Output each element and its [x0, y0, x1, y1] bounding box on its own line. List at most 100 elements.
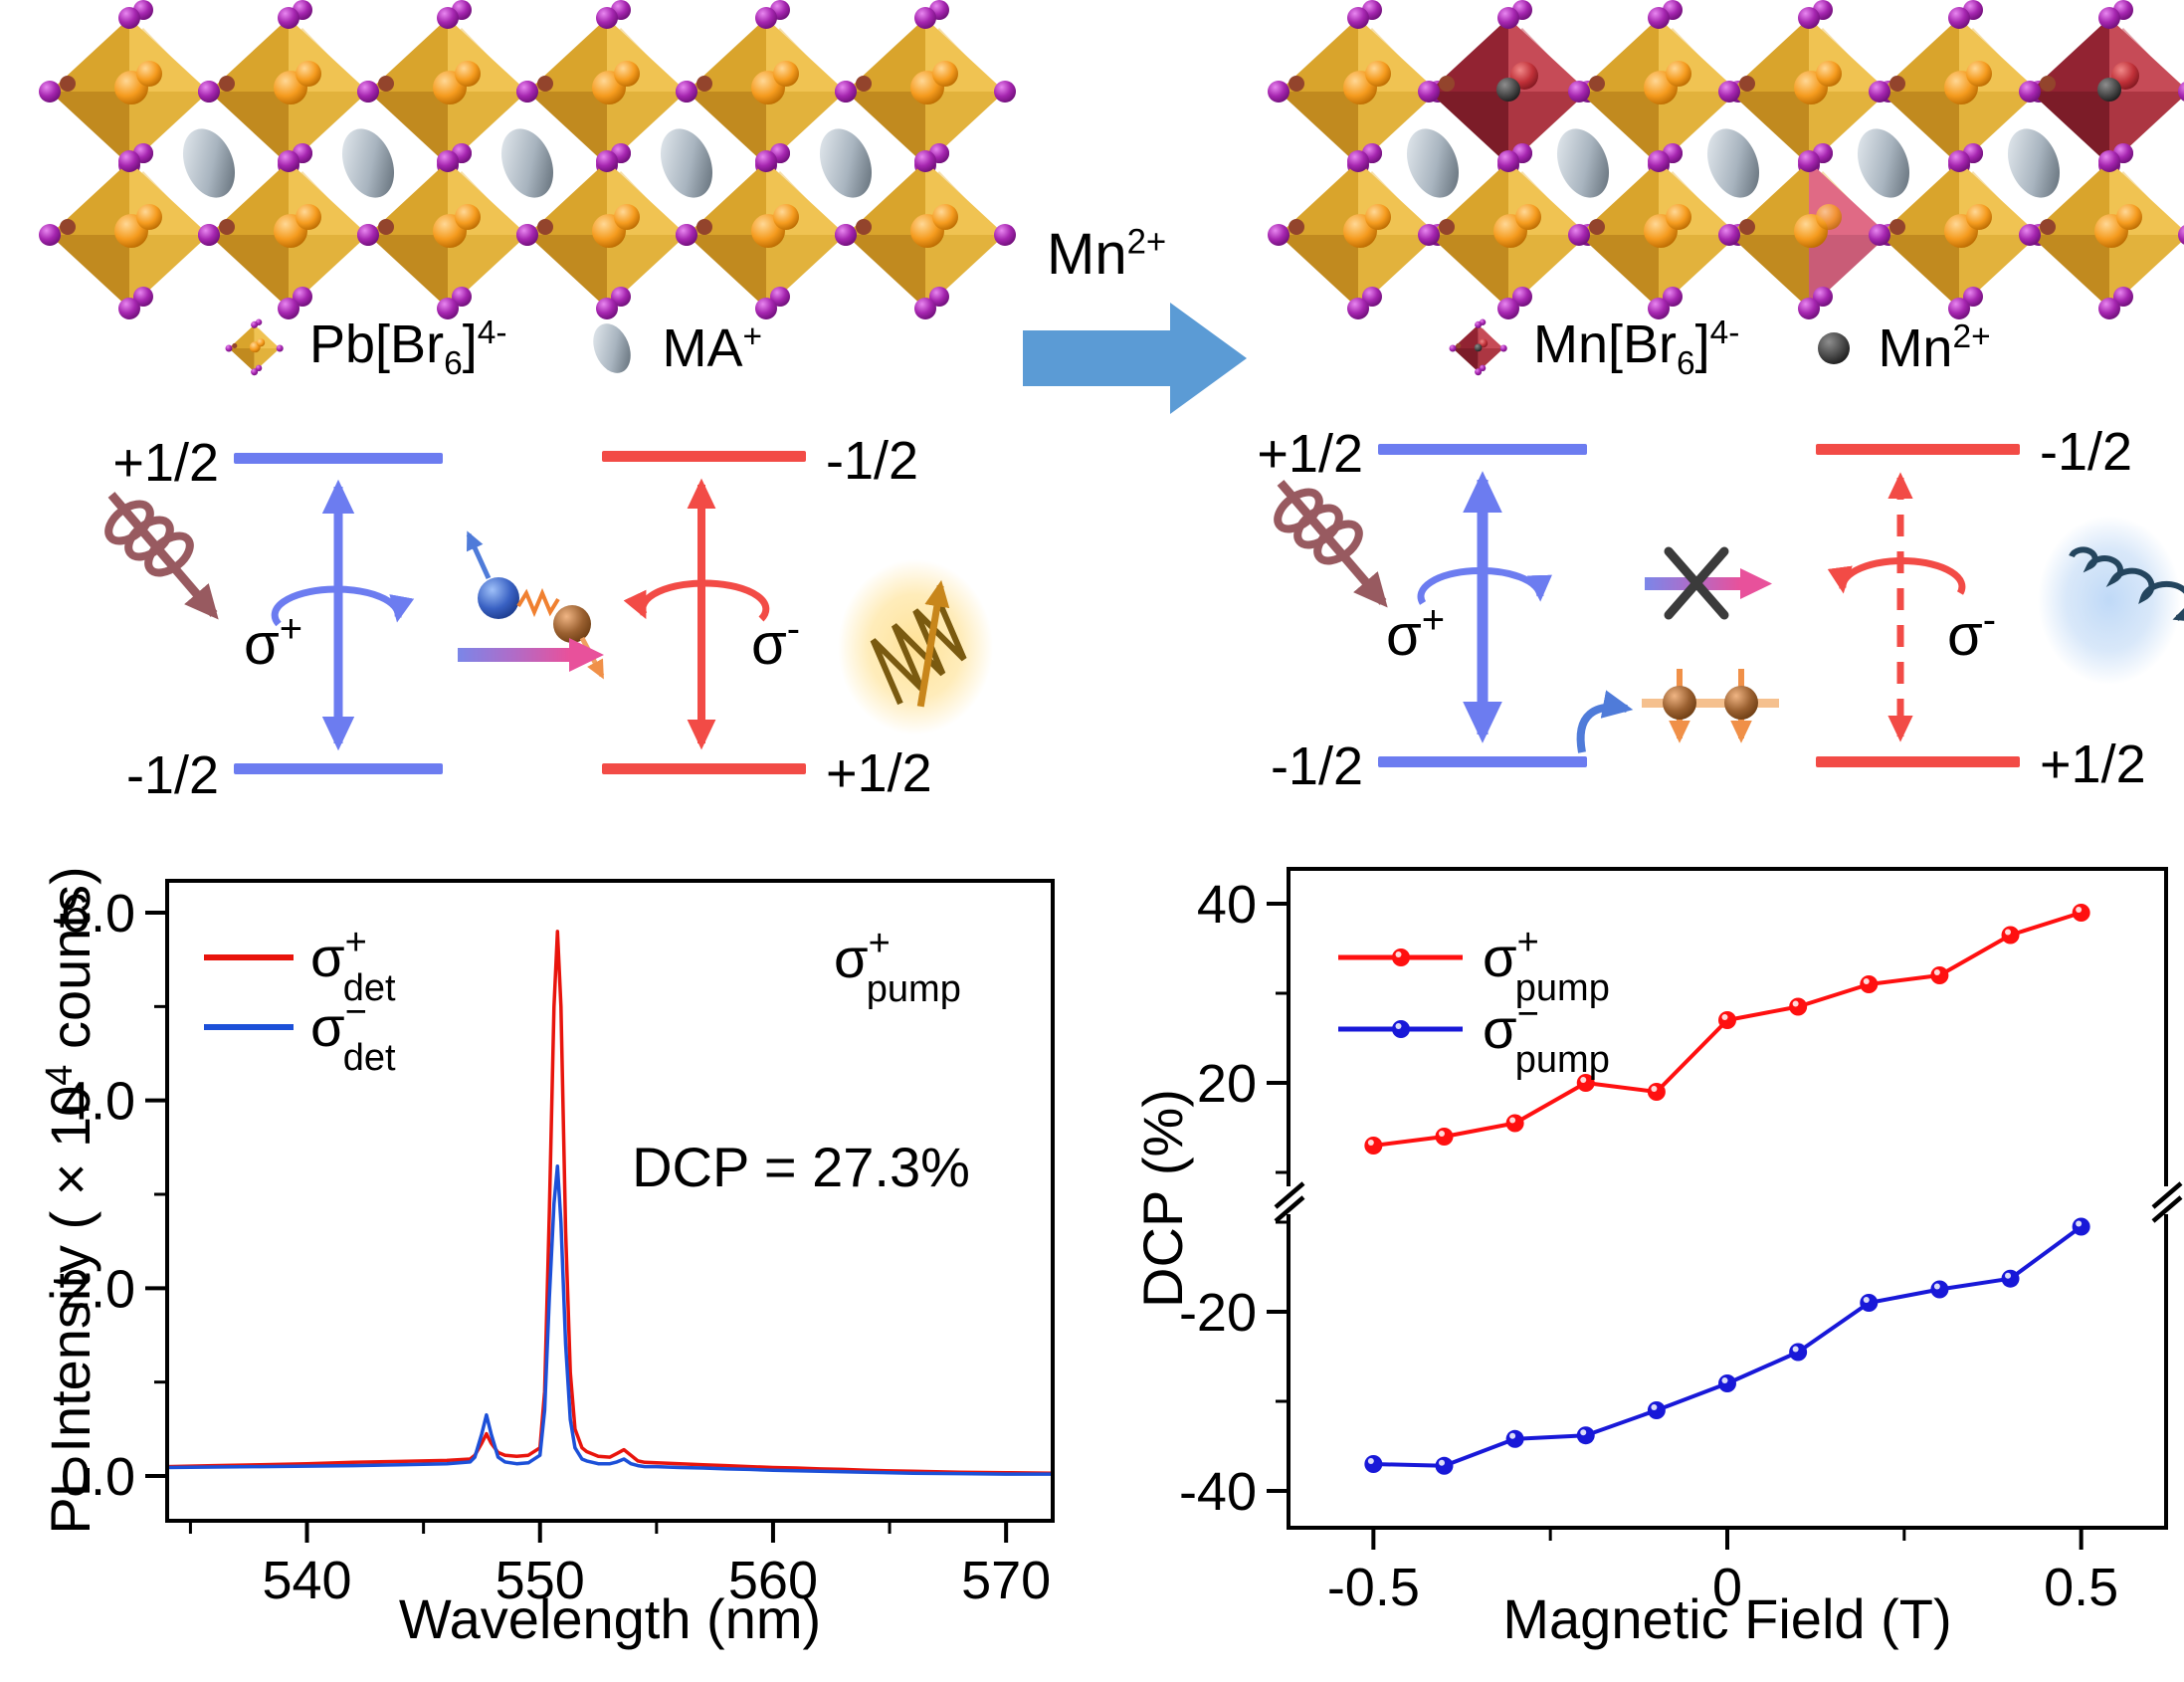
mn-doping-label: Mn2+ [1047, 222, 1167, 287]
svg-text:20: 20 [1197, 1054, 1257, 1114]
svg-text:550: 550 [496, 1551, 585, 1610]
legend-marker-highlight [1395, 1023, 1402, 1029]
legend-label-sigma-minus-det: σ− det [310, 991, 396, 1079]
ma-ellipsoid [810, 120, 882, 206]
pl-spectrum-chart: 540 550 560 570 0.0 2.0 4.0 6.0 PL Intensity ( … [39, 866, 1055, 1650]
dcp-y-axis-title: DCP (%) [1131, 1089, 1194, 1308]
circular-polarization-loop-icon [1417, 566, 1552, 605]
pl-plot-area: 540 550 560 570 0.0 2.0 4.0 6.0 [61, 879, 1055, 1610]
ma-ellipsoid [651, 120, 722, 206]
pl-y-axis-title: PL Intensity ( × 104 counts) [39, 866, 101, 1534]
legend-item-pbbr6: Pb[Br6]4- [224, 314, 506, 383]
dcp-x-axis-title: Magnetic Field (T) [1502, 1587, 1951, 1650]
hole-sphere [553, 605, 591, 643]
mn-spin-sphere [1663, 686, 1696, 720]
legend-item-mnbr6: Mn[Br6]4- [1448, 314, 1739, 383]
legend-marker-highlight [1395, 951, 1402, 957]
legend-undoped: Pb[Br6]4- MA+ [224, 314, 762, 383]
svg-text:570: 570 [961, 1551, 1051, 1610]
legend-doped: Mn[Br6]4- Mn2+ [1448, 314, 1991, 383]
svg-text:-20: -20 [1179, 1283, 1257, 1343]
sigma-minus-label: σ- [1947, 598, 1996, 668]
electron-hole-pair-icon [466, 530, 605, 680]
dcp-vs-field-chart: -0.5 0 0.5 20 40 -40 -20 DCP (%) Magnetic Fiel… [1131, 867, 2183, 1650]
svg-text:6.0: 6.0 [61, 884, 135, 944]
svg-text:560: 560 [728, 1551, 818, 1610]
svg-text:540: 540 [262, 1551, 351, 1610]
doping-arrow-icon [1023, 303, 1247, 414]
legend-label-mnbr6: Mn[Br6]4- [1533, 315, 1740, 382]
level-label: -1/2 [126, 745, 219, 805]
ma-ellipsoid [492, 120, 563, 206]
gray-ellipsoid-icon [586, 317, 639, 379]
perovskite-structure-mn-doped [1268, 0, 2184, 319]
level-label: -1/2 [2040, 422, 2132, 482]
level-bar [1816, 444, 2020, 455]
svg-text:-40: -40 [1179, 1462, 1257, 1522]
dcp-value-annotation: DCP = 27.3% [632, 1136, 970, 1198]
sigma-plus-label: σ+ [1386, 598, 1445, 668]
legend-marker-sigma-minus-pump [1392, 1020, 1410, 1038]
ma-ellipsoid [1547, 120, 1619, 206]
ma-ellipsoid [1397, 120, 1469, 206]
level-bar [1816, 756, 2020, 767]
level-bar [1378, 756, 1587, 767]
pump-polarization-annotation: σ+ pump [834, 923, 961, 1010]
pl-legend: σ+ det σ− det [204, 922, 396, 1079]
spin-flip-arrow-icon [458, 638, 604, 672]
circular-polarization-loop-icon [271, 585, 415, 627]
spin-diagram-doped: +1/2 -1/2 -1/2 +1/2 σ+ σ- [1257, 422, 2184, 796]
level-label: +1/2 [826, 743, 932, 803]
spin-diagram-undoped: +1/2 -1/2 -1/2 +1/2 σ+ σ- [104, 431, 993, 805]
sigma-minus-label: σ- [751, 607, 800, 677]
ma-ellipsoid [332, 120, 404, 206]
level-label: -1/2 [826, 431, 918, 491]
electron-sphere [478, 577, 519, 619]
svg-text:0: 0 [1712, 1558, 1742, 1617]
perovskite-structure-undoped [39, 0, 1016, 319]
level-bar [1378, 444, 1587, 455]
ma-ellipsoid [1998, 120, 2070, 206]
legend-item-mn2: Mn2+ [1812, 317, 1991, 379]
energy-transfer-curved-arrow [1576, 690, 1634, 753]
gold-octahedron-icon [225, 318, 284, 376]
level-label: +1/2 [1257, 424, 1363, 484]
ma-ellipsoid [1848, 120, 1919, 206]
dcp-legend: σ+ pump σ− pump [1338, 922, 1610, 1081]
level-label: -1/2 [1271, 736, 1363, 796]
level-bar [234, 453, 443, 464]
level-bar [602, 763, 806, 774]
ma-ellipsoid [1697, 120, 1769, 206]
legend-label-mn2: Mn2+ [1878, 318, 1991, 378]
black-sphere-icon [1818, 332, 1851, 364]
ma-ellipsoid [173, 120, 245, 206]
svg-text:2.0: 2.0 [61, 1259, 135, 1319]
svg-text:40: 40 [1197, 875, 1257, 935]
pl-x-axis-title: Wavelength (nm) [399, 1587, 821, 1650]
mn-spin-down-states-icon [1642, 669, 1779, 743]
cross-icon [1664, 546, 1729, 620]
bright-emission-icon [838, 559, 993, 735]
level-label: +1/2 [2040, 735, 2146, 794]
blocked-spin-flip-arrow-icon [1645, 546, 1772, 620]
level-bar [602, 451, 806, 462]
pump-photon-icon [104, 492, 219, 620]
quenched-emission-icon [2038, 516, 2184, 685]
mn-spin-sphere [1724, 686, 1758, 720]
level-label: +1/2 [112, 433, 219, 493]
circular-polarization-loop-icon [1827, 557, 1966, 595]
level-bar [234, 763, 443, 774]
legend-label-sigma-plus-det: σ+ det [310, 922, 396, 1009]
sigma-plus-label: σ+ [244, 607, 302, 677]
legend-label-sigma-plus-pump: σ+ pump [1483, 922, 1610, 1009]
red-octahedron-icon [1449, 318, 1507, 376]
exchange-squiggle [516, 587, 560, 618]
legend-marker-sigma-plus-pump [1392, 948, 1410, 966]
pump-photon-icon [1274, 480, 1388, 608]
svg-text:0.5: 0.5 [2044, 1558, 2118, 1617]
svg-text:-0.5: -0.5 [1327, 1558, 1420, 1617]
svg-text:4.0: 4.0 [61, 1072, 135, 1132]
legend-label-sigma-minus-pump: σ− pump [1483, 993, 1610, 1081]
circular-polarization-loop-icon [623, 579, 770, 622]
